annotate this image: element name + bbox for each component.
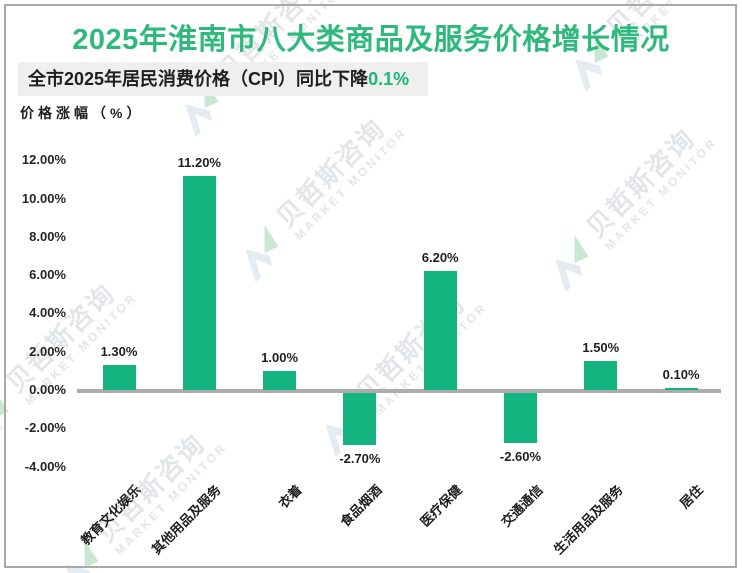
bar (664, 388, 698, 390)
watermark-text: 贝哲斯咨询 MARKET MONITOR (270, 105, 410, 243)
chart-title: 2025年淮南市八大类商品及服务价格增长情况 (72, 24, 670, 56)
bar-value-label: 1.00% (261, 349, 299, 365)
watermark-brand-en: MARKET MONITOR (291, 124, 410, 243)
bar-value-label: 1.50% (582, 340, 620, 356)
watermark-brand-cn: 贝哲斯咨询 (270, 113, 392, 234)
y-tick-label: -2.00% (24, 420, 66, 436)
y-tick-label: 8.00% (29, 228, 66, 244)
y-tick-label: -4.00% (24, 458, 66, 474)
watermark-text: 贝哲斯咨询 MARKET MONITOR (580, 115, 720, 253)
bar (504, 393, 537, 443)
bar-value-label: -2.70% (339, 450, 381, 466)
y-tick-label: 6.00% (29, 267, 66, 283)
y-tick-label: 10.00% (21, 190, 66, 206)
bar (263, 370, 297, 390)
y-axis-title: 价格涨幅（%） (20, 105, 145, 121)
bar-value-label: -2.60% (499, 448, 542, 464)
watermark-brand-cn: 贝哲斯咨询 (580, 123, 702, 244)
market-monitor-logo-icon (555, 235, 589, 293)
bar (423, 271, 457, 390)
bar (584, 361, 618, 390)
y-tick-label: 0.00% (29, 382, 66, 397)
category-label: 教育文化娱乐 (77, 482, 144, 548)
bar (102, 365, 136, 390)
bar-value-label: 11.20% (177, 154, 221, 170)
bar-value-label: 0.10% (662, 367, 700, 382)
bar-value-label: 1.30% (100, 344, 138, 360)
cpi-summary-text: 全市2025年居民消费价格（CPI）同比下降 (28, 69, 369, 89)
bar-value-label: 6.20% (421, 250, 459, 266)
watermark-brand-cn: 贝哲斯咨询 (90, 428, 212, 549)
brand-watermark: 贝哲斯咨询 MARKET MONITOR (527, 82, 742, 308)
x-axis-line (77, 389, 721, 393)
cpi-summary-banner: 全市2025年居民消费价格（CPI）同比下降0.1% (18, 62, 428, 96)
y-tick-label: 2.00% (29, 343, 66, 359)
cpi-change-value: 0.1% (368, 69, 410, 89)
y-tick-label: 4.00% (29, 305, 66, 321)
brand-watermark: 贝哲斯咨询 MARKET MONITOR (297, 247, 523, 473)
bar (343, 393, 377, 445)
y-tick-label: 12.00% (21, 152, 66, 168)
bar (182, 175, 216, 390)
market-monitor-logo-icon (245, 225, 279, 283)
watermark-brand-en: MARKET MONITOR (601, 134, 720, 253)
